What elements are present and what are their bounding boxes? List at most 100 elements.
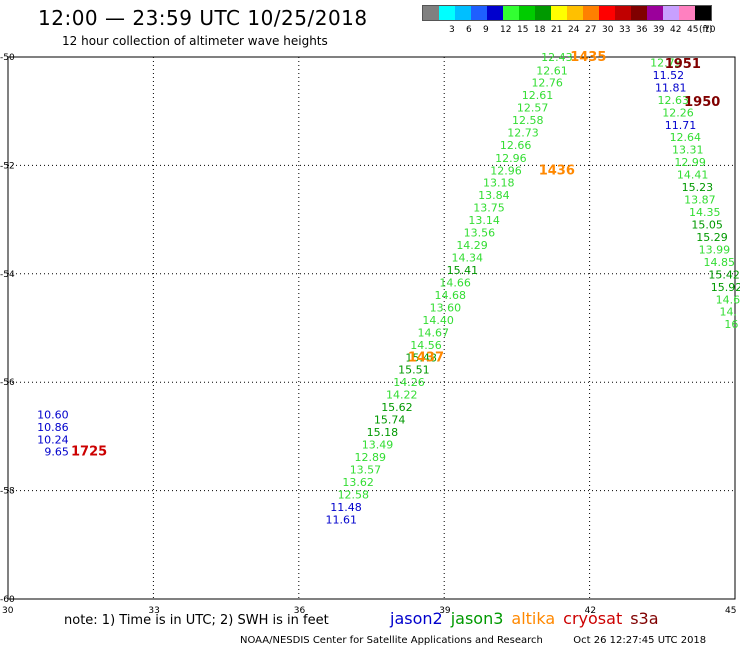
- legend-swatch: [455, 6, 471, 20]
- legend-swatch: [583, 6, 599, 20]
- time-label: 1435: [570, 50, 606, 65]
- wave-height-label: 14.29: [456, 239, 488, 252]
- wave-height-label: 13.60: [430, 301, 462, 314]
- legend-label: 33: [619, 25, 631, 35]
- legend-label: 6: [466, 25, 472, 35]
- lat-tick-label: -56: [0, 378, 15, 388]
- legend-swatch: [519, 6, 535, 20]
- time-label: 1437: [408, 350, 444, 365]
- generation-timestamp: Oct 26 12:27:45 UTC 2018: [573, 635, 707, 646]
- lat-tick-label: -54: [0, 270, 15, 280]
- wave-height-label: 16: [724, 318, 738, 331]
- wave-height-label: 13.62: [342, 476, 374, 489]
- lon-tick-label: 42: [585, 606, 596, 616]
- wave-height-label: 14.6: [716, 293, 740, 306]
- legend-swatch: [647, 6, 663, 20]
- lat-tick-label: -50: [0, 53, 15, 63]
- legend-unit: (ft): [699, 25, 713, 35]
- satellite-list: jason2 jason3 altika cryosat s3a: [390, 609, 667, 628]
- wave-height-label: 14.40: [422, 314, 454, 327]
- wave-height-label: 14.22: [386, 389, 418, 402]
- time-label: 1951: [665, 57, 701, 72]
- wave-height-label: 13.87: [684, 194, 716, 207]
- lon-tick-label: 33: [148, 606, 159, 616]
- wave-height-label: 12.43: [541, 51, 573, 64]
- wave-height-label: 10.60: [37, 409, 69, 422]
- legend-label: 42: [670, 25, 682, 35]
- wave-height-label: 14.68: [435, 289, 467, 302]
- legend-swatch: [487, 6, 503, 20]
- wave-height-label: 11.71: [665, 119, 697, 132]
- time-label: 1725: [71, 445, 107, 460]
- wave-height-label: 12.89: [355, 451, 387, 464]
- wave-height-label: 15.62: [381, 401, 413, 414]
- wave-height-label: 13.18: [483, 177, 515, 190]
- legend-label: 36: [636, 25, 648, 35]
- wave-height-label: 14.26: [393, 376, 425, 389]
- wave-height-label: 14.56: [410, 339, 442, 352]
- legend-label: 18: [534, 25, 546, 35]
- legend-label: 12: [500, 25, 512, 35]
- wave-height-label: 14.85: [703, 256, 735, 269]
- lon-tick-label: 39: [439, 606, 451, 616]
- wave-height-label: 12.63: [657, 94, 689, 107]
- wave-height-label: 9.65: [44, 446, 69, 459]
- legend-swatch: [471, 6, 487, 20]
- wave-height-label: 14.35: [689, 206, 721, 219]
- wave-height-label: 10.86: [37, 421, 69, 434]
- legend-label: 9: [483, 25, 489, 35]
- satellite-jason2: jason2: [390, 609, 443, 628]
- wave-height-label: 13.14: [468, 214, 500, 227]
- wave-height-label: 13.31: [672, 144, 704, 157]
- wave-height-label: 12.64: [670, 131, 702, 144]
- wave-height-label: 12.96: [495, 152, 526, 165]
- legend-swatch: [567, 6, 583, 20]
- legend-label: 39: [653, 25, 665, 35]
- wave-height-label: 11.48: [330, 501, 362, 514]
- wave-height-label: 15.92: [711, 281, 740, 294]
- legend-swatch: [535, 6, 551, 20]
- wave-height-label: 15.23: [682, 181, 714, 194]
- legend-swatch: [615, 6, 631, 20]
- page-subtitle: 12 hour collection of altimeter wave hei…: [62, 34, 328, 48]
- wave-height-label: 14.: [719, 306, 737, 319]
- legend-swatch: [679, 6, 695, 20]
- legend-label: 21: [551, 25, 563, 35]
- legend-swatch: [663, 6, 679, 20]
- legend-label: 30: [602, 25, 614, 35]
- legend-label: 70: [704, 25, 716, 35]
- lon-tick-label: 30: [2, 606, 14, 616]
- wave-height-label: 12.66: [500, 139, 531, 152]
- wave-height-label: 14.67: [418, 326, 450, 339]
- legend-labels: 3 6 9 12 15 18 21 24 27 30 33 36 39 42 45 70 (ft): [422, 25, 740, 37]
- wave-height-label: 15.51: [398, 364, 430, 377]
- footer-credit: NOAA/NESDIS Center for Satellite Applica…: [240, 635, 706, 646]
- wave-height-label: 12.58: [512, 114, 544, 127]
- legend-swatches: [422, 5, 712, 21]
- wave-height-label: 13.84: [478, 189, 510, 202]
- wave-height-label: 13.56: [464, 227, 496, 240]
- wave-height-label: 11.52: [653, 69, 685, 82]
- lat-tick-label: -60: [0, 595, 15, 605]
- footer-note: note: 1) Time is in UTC; 2) SWH is in fe…: [64, 613, 329, 628]
- wave-height-label: 12.57: [517, 101, 549, 114]
- wave-height-label: 15.18: [367, 426, 399, 439]
- lon-tick-label: 36: [294, 606, 306, 616]
- time-label: 1436: [539, 163, 575, 178]
- wave-height-label: 11.81: [655, 81, 687, 94]
- lon-tick-label: 45: [725, 606, 736, 616]
- wave-height-label: 15.41: [447, 264, 479, 277]
- legend-label: 24: [568, 25, 580, 35]
- legend-swatch: [439, 6, 455, 20]
- wave-height-label: 12.96: [490, 164, 522, 177]
- wave-height-label: 15.29: [696, 231, 728, 244]
- wave-height-label: 11.61: [325, 513, 357, 526]
- wave-height-label: 12.73: [507, 126, 539, 139]
- credit-text: NOAA/NESDIS Center for Satellite Applica…: [240, 635, 543, 646]
- wave-height-label: 13.57: [350, 463, 382, 476]
- legend-swatch: [695, 6, 711, 20]
- wave-height-label: 14.41: [677, 169, 709, 182]
- wave-height-label: 15.48: [405, 351, 437, 364]
- wave-height-label: 13.75: [473, 202, 505, 215]
- legend-label: 45: [687, 25, 699, 35]
